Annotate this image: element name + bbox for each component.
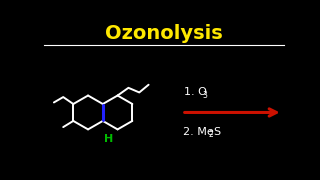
Text: S: S bbox=[214, 127, 221, 137]
Text: 3: 3 bbox=[202, 91, 207, 100]
Text: 2. Me: 2. Me bbox=[183, 127, 214, 137]
Text: 2: 2 bbox=[209, 130, 214, 139]
Text: H: H bbox=[104, 134, 114, 144]
Text: 1. O: 1. O bbox=[184, 87, 207, 97]
Text: Ozonolysis: Ozonolysis bbox=[105, 24, 223, 43]
